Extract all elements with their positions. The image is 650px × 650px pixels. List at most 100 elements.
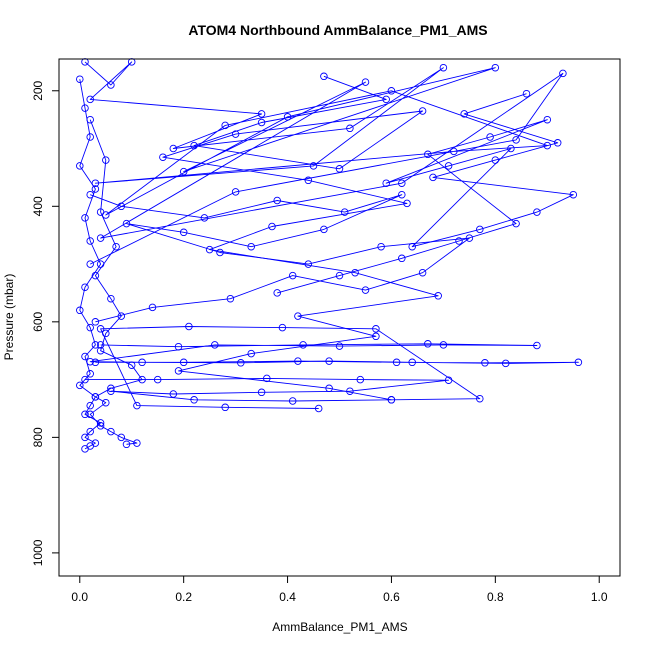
data-point — [76, 162, 84, 170]
data-point — [112, 242, 120, 251]
data-point — [86, 401, 94, 410]
data-point — [133, 401, 141, 410]
data-point — [107, 294, 115, 303]
series-line-7 — [162, 75, 439, 401]
data-point — [320, 72, 328, 81]
series-line-4 — [79, 79, 102, 450]
x-axis-label: AmmBalance_PM1_AMS — [272, 620, 407, 634]
data-series-2 — [86, 340, 583, 368]
data-point — [460, 110, 468, 118]
data-point — [257, 388, 266, 397]
data-point — [185, 322, 193, 331]
data-point — [179, 358, 188, 367]
data-point — [91, 318, 100, 326]
chart-title: ATOM4 Northbound AmmBalance_PM1_AMS — [188, 22, 487, 38]
series-line-3 — [85, 326, 481, 409]
data-point — [559, 69, 567, 78]
y-axis: 200 400 600 800 1000 — [31, 80, 59, 566]
data-point — [91, 393, 100, 401]
x-tick-label: 0.6 — [383, 590, 400, 604]
x-tick-label: 0.8 — [487, 590, 504, 604]
data-point — [335, 342, 344, 350]
data-point — [86, 370, 94, 378]
data-point — [257, 118, 266, 127]
series-line-1 — [90, 194, 470, 323]
data-point — [190, 141, 198, 150]
data-point — [81, 214, 89, 222]
y-tick-label: 600 — [31, 312, 45, 332]
y-axis-label: Pressure (mbar) — [2, 274, 16, 361]
data-point — [522, 89, 531, 98]
data-point — [138, 375, 146, 384]
data-point — [96, 346, 105, 355]
data-point — [533, 341, 541, 350]
data-point — [372, 325, 380, 333]
data-point — [501, 359, 510, 368]
data-point — [476, 394, 484, 403]
data-point — [429, 173, 437, 182]
data-point — [107, 427, 115, 436]
data-point — [314, 404, 323, 413]
data-point — [418, 268, 427, 277]
data-point — [491, 63, 500, 72]
series-line-6 — [277, 93, 574, 294]
data-point — [278, 323, 287, 332]
data-point — [81, 104, 89, 112]
y-tick-label: 800 — [31, 427, 45, 447]
data-point — [403, 199, 411, 208]
data-point — [340, 208, 349, 216]
series-line-2 — [89, 343, 579, 364]
data-point — [398, 179, 406, 187]
data-point — [169, 390, 178, 398]
data-point — [309, 162, 318, 170]
data-point — [117, 433, 126, 442]
data-point — [288, 397, 297, 405]
data-point — [205, 245, 214, 254]
y-tick-label: 200 — [31, 80, 45, 100]
data-point — [231, 188, 240, 196]
data-point — [91, 185, 100, 193]
x-tick-label: 0.0 — [71, 590, 88, 604]
data-point — [91, 271, 100, 280]
data-point — [444, 376, 453, 384]
data-point — [221, 403, 229, 412]
data-point — [96, 208, 105, 216]
data-point — [91, 358, 100, 367]
series-line-0 — [84, 61, 564, 265]
data-point — [81, 410, 89, 419]
data-point — [439, 63, 448, 72]
data-point — [122, 440, 131, 449]
data-point — [361, 286, 370, 294]
data-point — [288, 271, 297, 280]
data-point — [86, 133, 94, 141]
data-point — [107, 384, 115, 393]
data-point — [325, 357, 333, 365]
x-axis: 0.0 0.2 0.4 0.6 0.8 1.0 — [71, 576, 608, 604]
data-point — [335, 271, 344, 280]
data-series-1 — [86, 190, 474, 326]
data-point — [569, 190, 578, 199]
data-point — [351, 268, 359, 277]
data-point — [356, 375, 365, 384]
data-point — [86, 115, 94, 124]
data-point — [507, 144, 515, 153]
data-point — [117, 312, 126, 320]
data-point — [231, 130, 240, 138]
x-tick-label: 0.4 — [279, 590, 296, 604]
data-point — [138, 358, 146, 367]
data-point — [211, 341, 219, 349]
data-series-7 — [159, 72, 442, 404]
data-point — [174, 367, 183, 375]
data-point — [424, 340, 432, 348]
data-point — [320, 225, 328, 234]
x-tick-label: 0.2 — [175, 590, 192, 604]
data-point — [325, 384, 333, 393]
data-point — [346, 124, 354, 133]
data-point — [76, 75, 84, 83]
data-point — [133, 439, 141, 447]
data-point — [221, 121, 229, 130]
data-point — [174, 342, 183, 351]
data-point — [294, 312, 302, 320]
data-series-3 — [81, 322, 484, 413]
data-point — [200, 214, 209, 222]
